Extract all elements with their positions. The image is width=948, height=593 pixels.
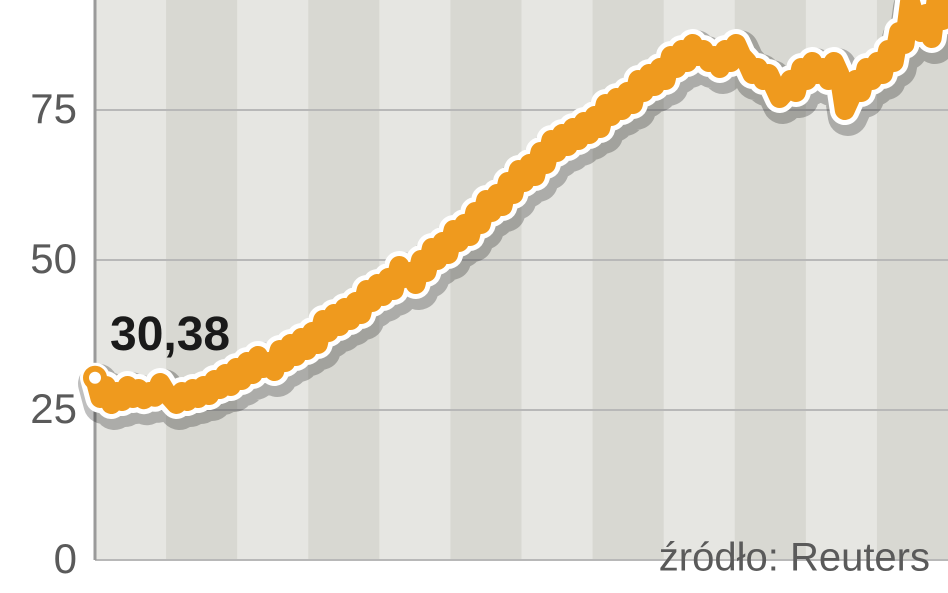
chart-band — [237, 0, 309, 560]
chart-band — [95, 0, 167, 560]
chart-band — [522, 0, 594, 560]
chart-band — [450, 0, 522, 560]
start-value-label: 30,38 — [110, 308, 230, 361]
y-tick-label: 0 — [54, 535, 77, 582]
price-chart: 0 25 50 75 30,38 źródło: Reuters — [0, 0, 948, 593]
start-marker-dot — [89, 372, 101, 384]
chart-svg: 0 25 50 75 30,38 źródło: Reuters — [0, 0, 948, 593]
source-label: źródło: Reuters — [659, 536, 930, 580]
y-tick-label: 75 — [30, 85, 77, 132]
chart-band — [166, 0, 238, 560]
y-tick-label: 50 — [30, 235, 77, 282]
y-tick-label: 25 — [30, 385, 77, 432]
